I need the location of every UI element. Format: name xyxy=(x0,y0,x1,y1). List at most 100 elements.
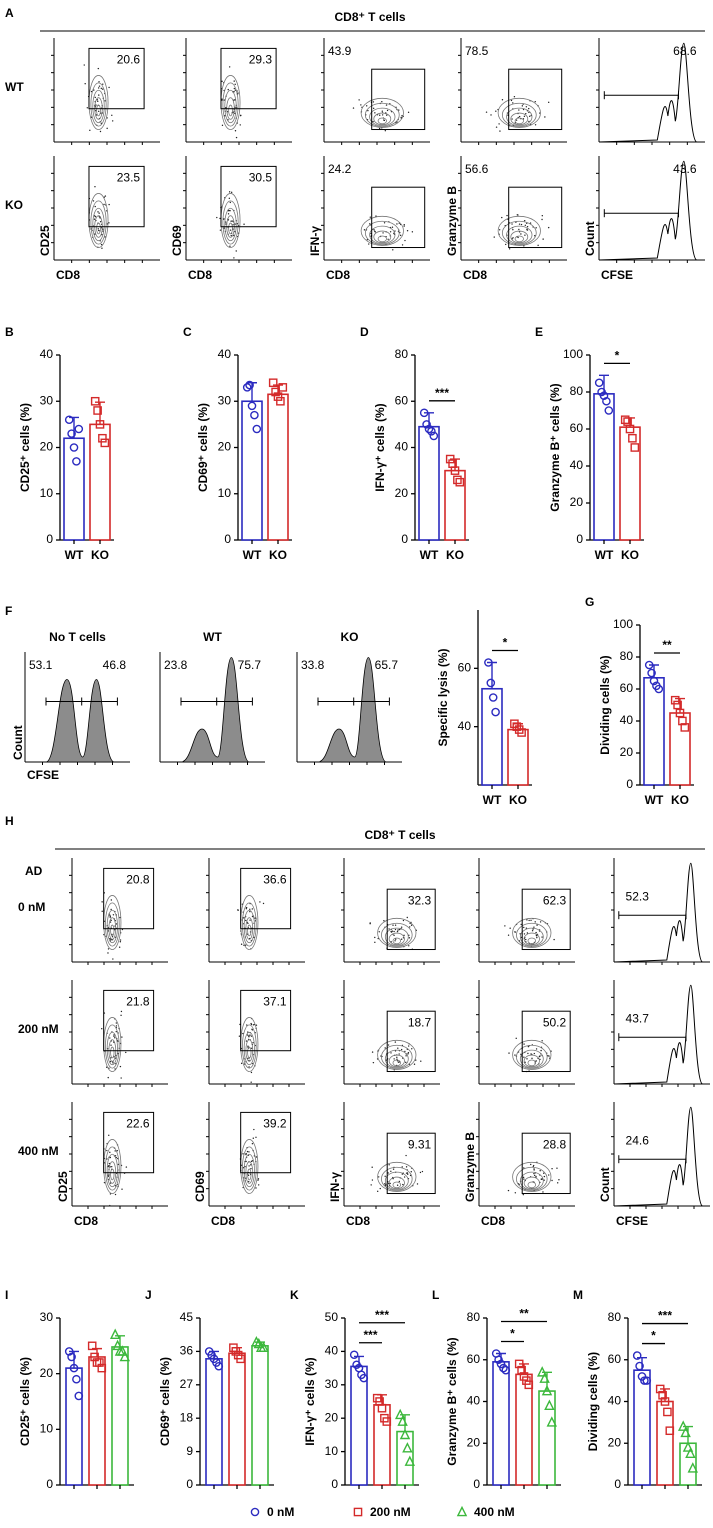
y-tick-label: 0 xyxy=(331,1477,338,1491)
y-tick-label: 10 xyxy=(40,486,54,500)
event-dot xyxy=(485,111,488,113)
data-point xyxy=(677,1420,689,1431)
x-tick-label: WT xyxy=(483,793,502,807)
event-dot xyxy=(526,1058,528,1060)
data-point xyxy=(67,429,76,438)
contour xyxy=(90,200,107,245)
event-dot xyxy=(250,1035,253,1037)
contour xyxy=(512,917,552,948)
event-dot xyxy=(523,1043,525,1045)
gate-value: 62.3 xyxy=(543,893,567,907)
event-dot xyxy=(125,1166,128,1168)
event-dot xyxy=(221,98,223,100)
event-dot xyxy=(114,1193,117,1196)
event-dot xyxy=(402,1183,404,1186)
contour xyxy=(377,117,387,125)
event-dot xyxy=(536,924,538,926)
event-dot xyxy=(240,114,242,117)
event-dot xyxy=(523,926,525,929)
data-point xyxy=(670,695,680,705)
event-dot xyxy=(535,227,537,229)
event-dot xyxy=(410,924,413,926)
event-dot xyxy=(523,1056,525,1058)
data-point xyxy=(100,438,110,448)
y-tick-label: 0 xyxy=(626,777,633,791)
event-dot xyxy=(358,99,360,101)
contour xyxy=(381,1166,413,1191)
y-axis-label: CD25 xyxy=(38,225,52,256)
data-point xyxy=(486,678,496,688)
event-dot xyxy=(403,223,405,226)
gate-value: 18.7 xyxy=(408,1015,432,1029)
data-point xyxy=(109,1328,121,1340)
data-point xyxy=(488,693,498,702)
event-dot xyxy=(371,1166,373,1168)
contour xyxy=(506,225,533,245)
contour xyxy=(247,924,252,937)
data-point xyxy=(67,1352,76,1362)
data-point xyxy=(74,1391,84,1401)
gate-value: 21.8 xyxy=(126,995,150,1009)
error-bar xyxy=(683,1425,693,1444)
event-dot xyxy=(523,1178,525,1180)
gate-value: 28.8 xyxy=(543,1137,567,1151)
y-tick-label: 10 xyxy=(40,1422,54,1436)
event-dot xyxy=(548,1055,550,1057)
panel-title: CD8⁺ T cells xyxy=(334,10,405,24)
event-dot xyxy=(535,1048,538,1050)
event-dot xyxy=(110,1044,112,1046)
panel-letter: G xyxy=(585,595,594,609)
contour xyxy=(90,82,107,127)
event-dot xyxy=(525,938,527,941)
data-point xyxy=(539,1372,550,1383)
event-dot xyxy=(255,1136,257,1139)
error-bar xyxy=(69,416,79,439)
event-dot xyxy=(405,1166,408,1168)
contour xyxy=(497,97,541,128)
contour xyxy=(373,230,392,244)
event-dot xyxy=(109,1156,112,1159)
contour xyxy=(222,200,239,245)
bar xyxy=(111,1346,129,1486)
event-dot xyxy=(389,1182,391,1185)
event-dot xyxy=(556,1167,558,1169)
y-tick-label: 9 xyxy=(186,1444,193,1458)
event-dot xyxy=(109,1060,112,1063)
data-point xyxy=(245,380,254,390)
event-dot xyxy=(369,223,371,225)
event-dot xyxy=(101,88,104,90)
event-dot xyxy=(98,110,100,113)
event-dot xyxy=(101,901,103,903)
contour xyxy=(105,1146,120,1191)
event-dot xyxy=(106,127,108,130)
gate-value: 53.1 xyxy=(29,658,53,672)
y-tick-label: 60 xyxy=(467,1352,481,1366)
gate xyxy=(386,1010,436,1073)
event-dot xyxy=(230,234,232,237)
contour xyxy=(377,1039,417,1070)
contour xyxy=(377,1161,417,1192)
event-dot xyxy=(100,243,103,246)
event-dot xyxy=(229,209,231,212)
event-dot xyxy=(113,1034,115,1036)
event-dot xyxy=(400,926,403,928)
event-dot xyxy=(411,231,414,233)
event-dot xyxy=(526,228,528,231)
contour xyxy=(96,222,101,235)
event-dot xyxy=(101,910,103,912)
event-dot xyxy=(385,104,388,106)
data-point xyxy=(429,431,439,441)
event-dot xyxy=(420,1060,422,1062)
event-dot xyxy=(244,1165,246,1168)
data-point xyxy=(628,433,637,443)
event-dot xyxy=(228,66,231,68)
y-tick-label: 18 xyxy=(180,1410,194,1424)
data-point xyxy=(268,378,278,388)
x-axis-label: CD8 xyxy=(56,268,80,282)
data-point xyxy=(419,408,429,418)
gate xyxy=(386,888,436,951)
event-dot xyxy=(97,100,99,103)
event-dot xyxy=(523,219,526,222)
contour xyxy=(242,1146,257,1191)
y-tick-label: 60 xyxy=(608,1352,622,1366)
